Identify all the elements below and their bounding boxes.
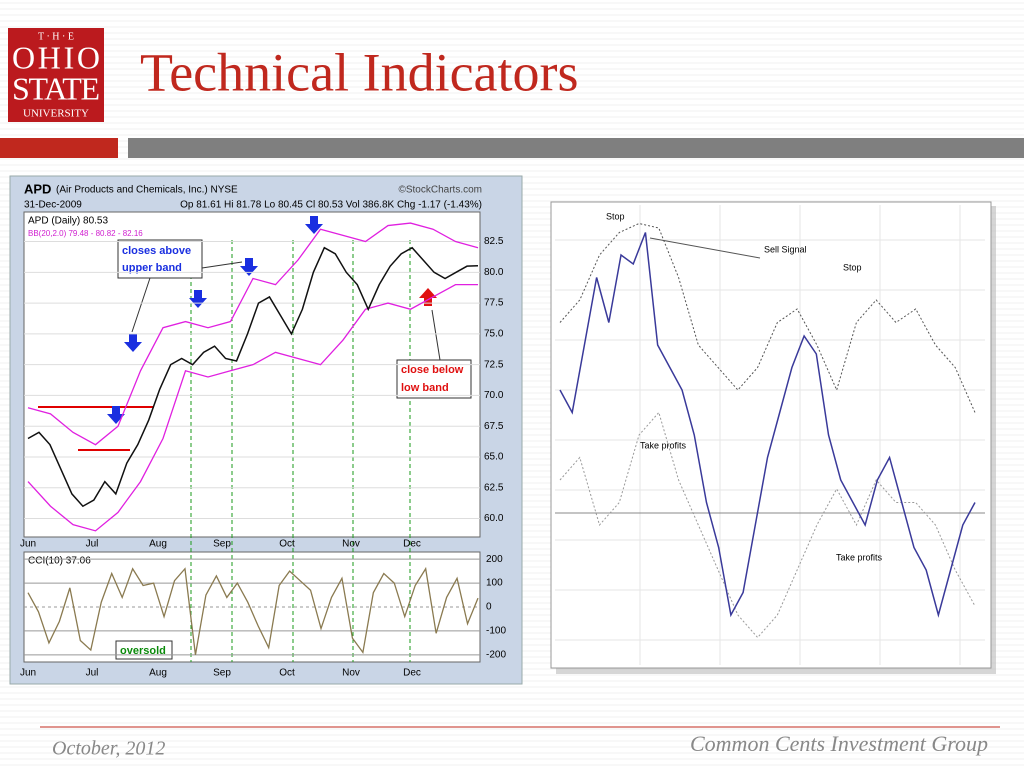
y-tick-label: -200 bbox=[486, 649, 506, 660]
label: Take profits bbox=[640, 440, 687, 450]
callout bbox=[396, 359, 472, 399]
grid bbox=[555, 205, 985, 665]
y-tick-label: 70.0 bbox=[484, 390, 504, 401]
footer-date: October, 2012 bbox=[52, 738, 165, 760]
y-tick-label: 200 bbox=[486, 554, 503, 565]
pointer bbox=[649, 237, 761, 259]
annotation: closes above bbox=[122, 245, 191, 257]
y-tick-label: 80.0 bbox=[484, 267, 504, 278]
logo-text: UNIVERSITY bbox=[23, 108, 89, 120]
annotation: upper band bbox=[122, 262, 182, 274]
callout bbox=[117, 239, 203, 279]
source: ©StockCharts.com bbox=[398, 185, 482, 196]
y-tick-label: 75.0 bbox=[484, 329, 504, 340]
x-tick-label: Aug bbox=[149, 668, 167, 679]
upper-band bbox=[559, 222, 976, 413]
label: Take profits bbox=[836, 552, 883, 562]
quote: Op 81.61 Hi 81.78 Lo 80.45 Cl 80.53 Vol … bbox=[180, 200, 482, 211]
price-line bbox=[559, 232, 976, 618]
label: Stop bbox=[606, 211, 625, 221]
x-tick-label: Oct bbox=[279, 668, 295, 679]
signal-lines bbox=[190, 240, 411, 662]
x-tick-label: Dec bbox=[403, 539, 421, 550]
upper-band bbox=[27, 222, 479, 446]
signal-arrow bbox=[419, 288, 437, 306]
y-tick-label: 0 bbox=[486, 602, 492, 613]
slide-title: Technical Indicators bbox=[140, 42, 579, 102]
red-bar bbox=[0, 138, 118, 158]
label: Sell Signal bbox=[764, 244, 807, 254]
y-tick-label: -100 bbox=[486, 626, 506, 637]
annotation: close below bbox=[401, 364, 464, 376]
symbol: APD bbox=[24, 181, 51, 196]
x-tick-label: Aug bbox=[149, 539, 167, 550]
y-tick-label: 62.5 bbox=[484, 482, 504, 493]
x-tick-label: Sep bbox=[213, 539, 231, 550]
cci-legend: CCI(10) 37.06 bbox=[28, 556, 91, 567]
x-tick-label: Jun bbox=[20, 668, 36, 679]
signal-arrows bbox=[107, 216, 323, 424]
x-tick-label: Oct bbox=[279, 539, 295, 550]
y-tick-label: 100 bbox=[486, 578, 503, 589]
logo-text: OHIO bbox=[12, 39, 100, 75]
logo-text: T · H · E bbox=[38, 31, 74, 42]
price-line bbox=[27, 246, 479, 508]
label: Stop bbox=[843, 262, 862, 272]
annotation: oversold bbox=[120, 645, 166, 657]
y-tick-label: 82.5 bbox=[484, 236, 504, 247]
company: (Air Products and Chemicals, Inc.) NYSE bbox=[56, 185, 238, 196]
logo-box bbox=[8, 28, 104, 122]
date: 31-Dec-2009 bbox=[24, 200, 82, 211]
lower-band bbox=[27, 283, 478, 532]
y-tick-label: 77.5 bbox=[484, 298, 504, 309]
y-tick-label: 67.5 bbox=[484, 421, 504, 432]
gray-bar bbox=[128, 138, 1024, 158]
level-lines bbox=[38, 406, 154, 451]
x-tick-label: Nov bbox=[342, 668, 360, 679]
x-tick-label: Dec bbox=[403, 668, 421, 679]
logo-text: STATE bbox=[12, 70, 100, 106]
y-tick-label: 65.0 bbox=[484, 452, 504, 463]
callout-pointer bbox=[131, 277, 151, 333]
x-tick-label: Sep bbox=[213, 668, 231, 679]
callout-pointer bbox=[201, 261, 243, 269]
annotation: low band bbox=[401, 382, 449, 394]
callout-pointer bbox=[431, 309, 441, 361]
y-tick-label: 60.0 bbox=[484, 513, 504, 524]
x-tick-label: Jul bbox=[86, 539, 99, 550]
x-tick-label: Jul bbox=[86, 668, 99, 679]
x-tick-label: Nov bbox=[342, 539, 360, 550]
lower-band bbox=[559, 411, 976, 639]
x-tick-label: Jun bbox=[20, 539, 36, 550]
bb-legend: BB(20,2.0) 79.48 - 80.82 - 82.16 bbox=[28, 229, 143, 238]
price-legend: APD (Daily) 80.53 bbox=[28, 216, 108, 227]
footer-organization: Common Cents Investment Group bbox=[690, 731, 988, 756]
figure-frame bbox=[550, 201, 992, 669]
y-tick-label: 72.5 bbox=[484, 359, 504, 370]
cci-line bbox=[27, 566, 479, 655]
